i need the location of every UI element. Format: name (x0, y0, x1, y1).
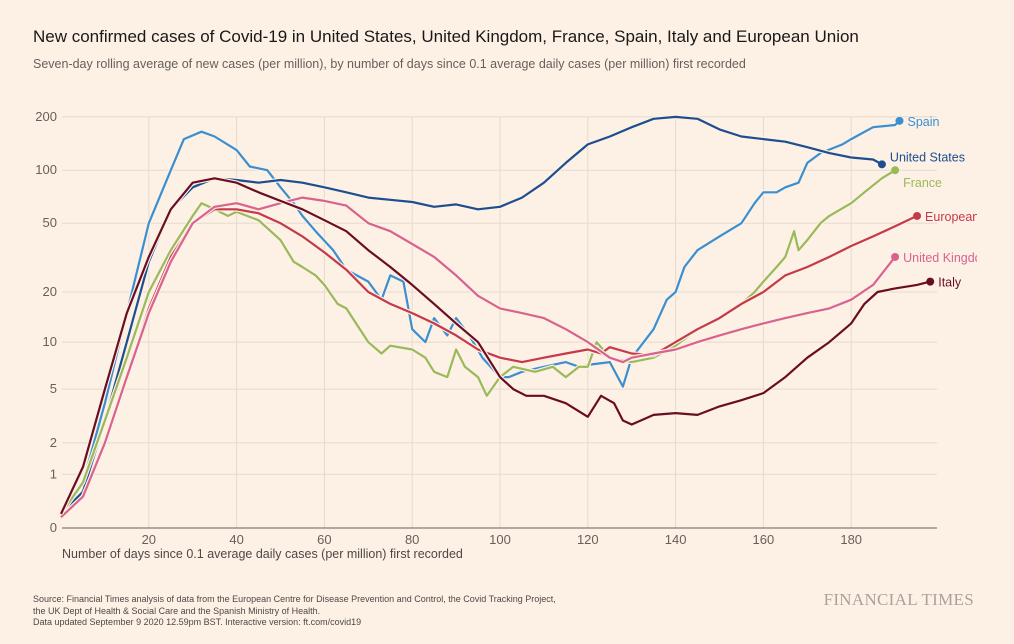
series-line-halo-spain (59, 119, 902, 516)
series-end-dot-italy (926, 277, 935, 286)
series-end-dot-spain (895, 116, 904, 125)
y-tick-label: 10 (43, 334, 57, 349)
series-label-spain: Spain (907, 115, 939, 129)
series-label-united-kingdom: United Kingdom (903, 251, 992, 265)
y-tick-label: 100 (35, 162, 57, 177)
series-line-halo-united-kingdom (59, 195, 897, 519)
y-tick-label: 5 (50, 381, 57, 396)
x-tick-label: 60 (317, 532, 331, 547)
source-note: Source: Financial Times analysis of data… (33, 594, 556, 629)
series-label-european-union: European Union (925, 210, 1014, 224)
series-end-dot-united-kingdom (891, 252, 900, 261)
series-label-united-states: United States (890, 150, 965, 164)
x-tick-label: 140 (665, 532, 687, 547)
y-tick-label: 2 (50, 435, 57, 450)
series-end-dot-united-states (877, 160, 886, 169)
y-tick-label: 200 (35, 109, 57, 124)
source-line: Source: Financial Times analysis of data… (33, 594, 556, 604)
x-tick-label: 20 (142, 532, 156, 547)
y-tick-label: 0 (50, 520, 57, 535)
y-tick-label: 50 (43, 215, 57, 230)
series-line-united-kingdom (60, 196, 896, 519)
series-labels: Spain United States France European Union Un… (890, 115, 1014, 290)
series-lines (58, 114, 935, 519)
series-end-dot-france (891, 166, 900, 175)
series-line-italy (60, 177, 931, 515)
series-line-halo-united-states (59, 114, 883, 516)
gridlines: 0 1 2 5 10 20 50 100 200 20 40 60 80 100 120 140 160 180 (35, 109, 937, 547)
x-tick-label: 80 (405, 532, 419, 547)
y-tick-label: 1 (50, 466, 57, 481)
chart-title: New confirmed cases of Covid-19 in Unite… (33, 27, 859, 46)
source-line: Data updated September 9 2020 12.59pm BS… (33, 617, 362, 627)
series-line-spain (60, 120, 901, 515)
series-label-italy: Italy (938, 276, 962, 290)
ft-logo: FINANCIAL TIMES (823, 590, 974, 609)
x-tick-label: 180 (840, 532, 862, 547)
series-line-united-states (60, 115, 883, 515)
y-tick-label: 20 (43, 284, 57, 299)
x-tick-label: 160 (753, 532, 775, 547)
source-line: the UK Dept of Health & Social Care and … (33, 605, 321, 616)
series-line-france (60, 169, 896, 515)
x-axis-label: Number of days since 0.1 average daily c… (62, 547, 463, 561)
series-label-france: France (903, 176, 942, 190)
series-end-dot-european-union (913, 211, 922, 220)
x-tick-label: 120 (577, 532, 599, 547)
chart-subtitle: Seven-day rolling average of new cases (… (33, 57, 746, 71)
x-tick-label: 100 (489, 532, 511, 547)
x-tick-label: 40 (229, 532, 243, 547)
